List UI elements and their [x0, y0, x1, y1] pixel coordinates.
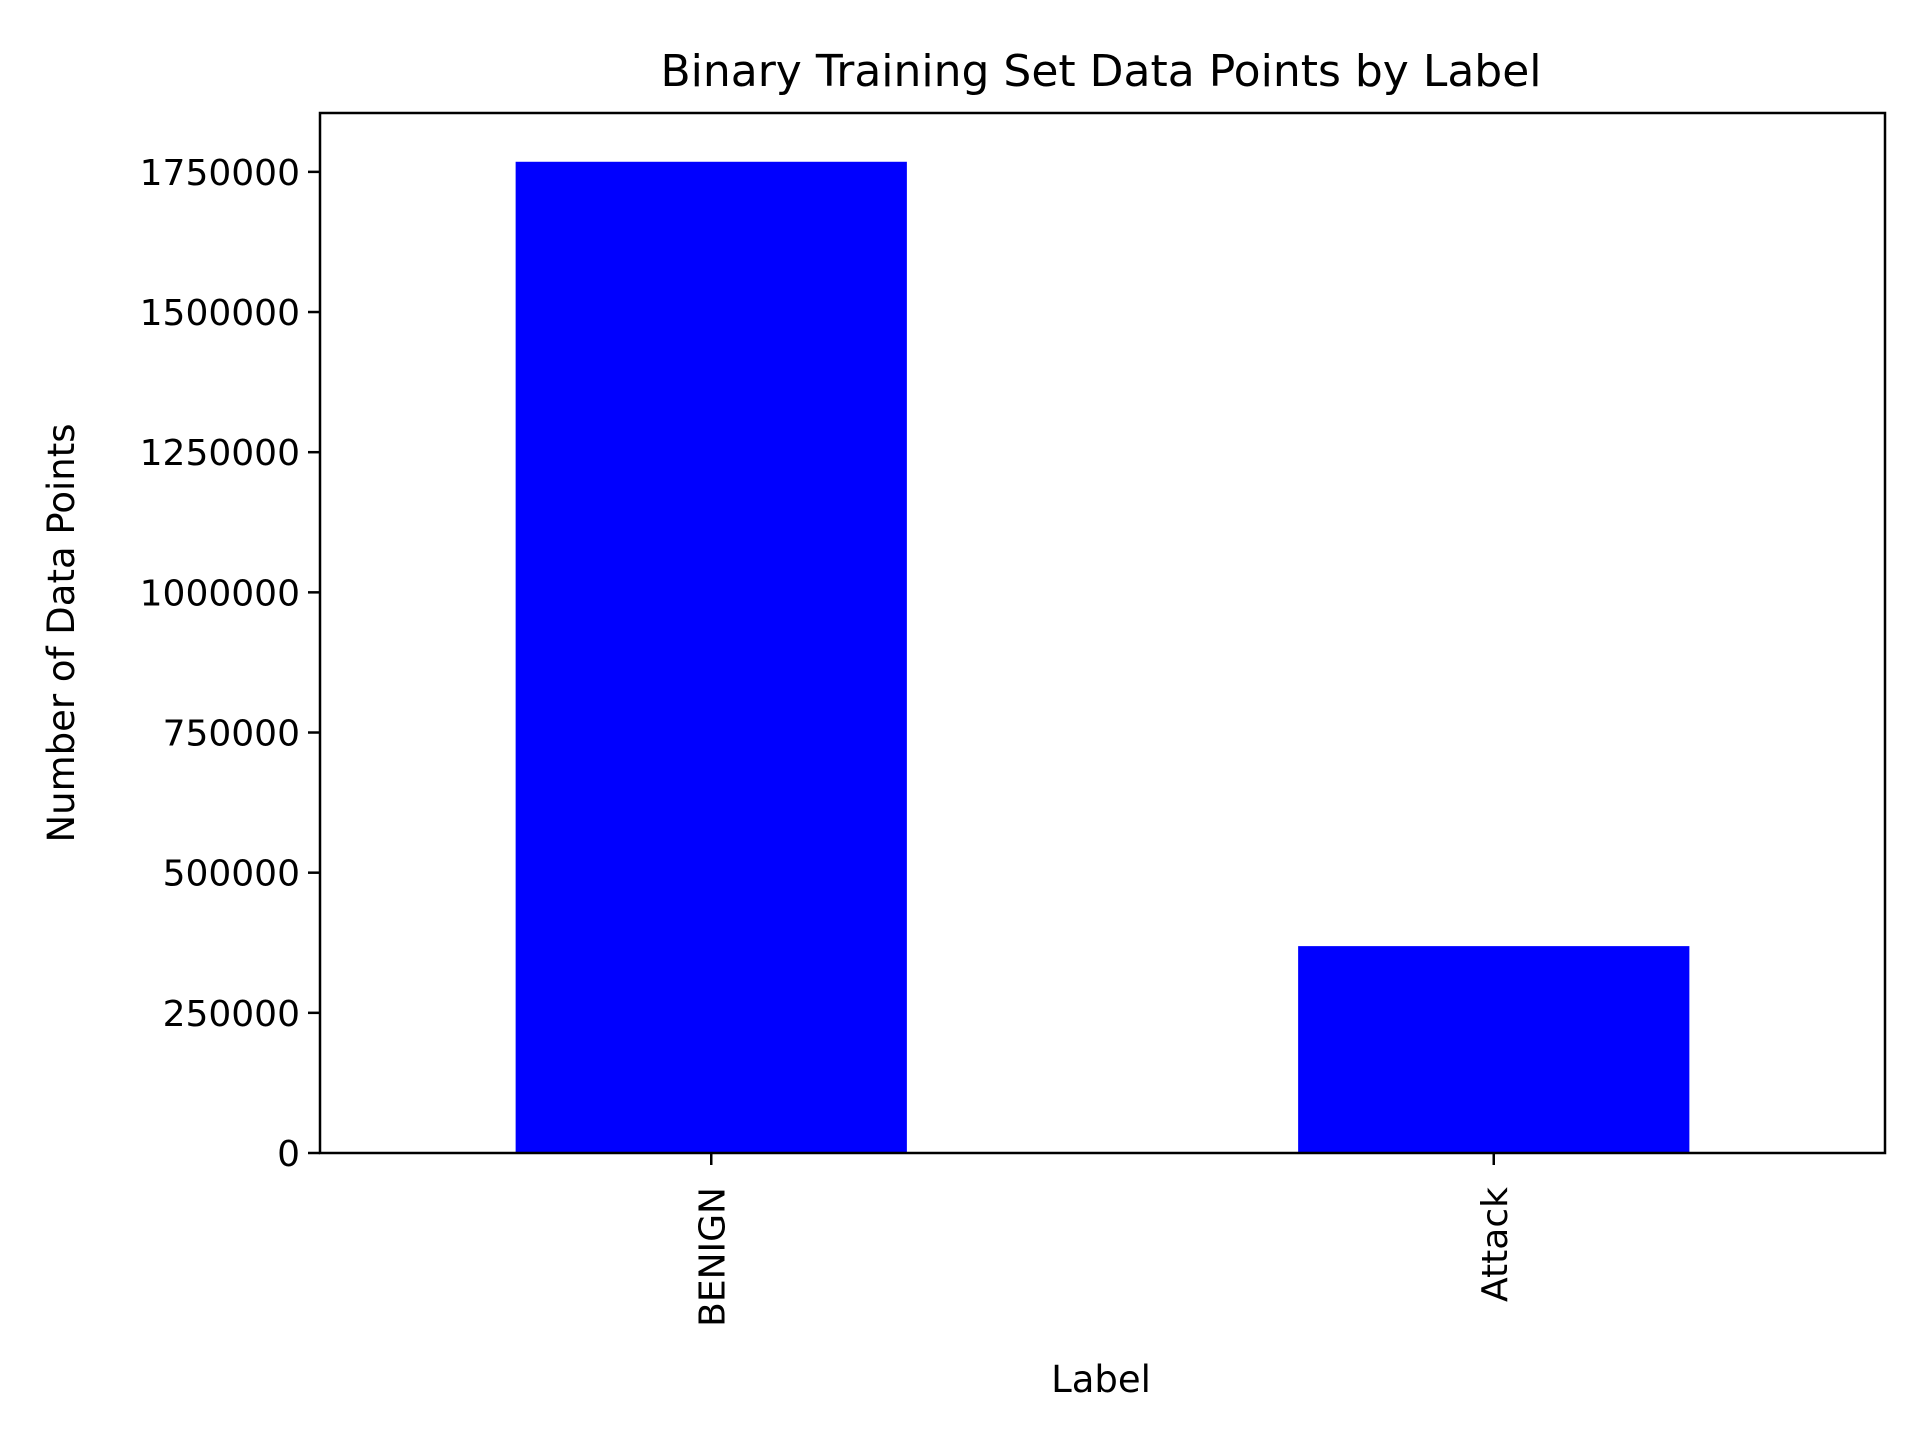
y-tick-label: 250000: [163, 994, 300, 1035]
plot-area: [515, 161, 1690, 1153]
bar-benign: [515, 161, 907, 1153]
x-tick-label: BENIGN: [692, 1187, 733, 1327]
x-axis: BENIGN Attack: [692, 1153, 1516, 1327]
y-tick-label: 1250000: [140, 433, 300, 474]
x-tick-label: Attack: [1475, 1187, 1516, 1302]
y-tick-label: 0: [277, 1134, 300, 1175]
y-tick-label: 1000000: [140, 573, 300, 614]
y-tick-label: 1500000: [140, 293, 300, 334]
y-tick-label: 1750000: [140, 153, 300, 194]
y-tick-label: 750000: [163, 714, 300, 755]
x-axis-title: Label: [1051, 1358, 1151, 1401]
y-axis-title: Number of Data Points: [40, 423, 83, 842]
chart-title: Binary Training Set Data Points by Label: [660, 46, 1541, 97]
y-axis: 0 250000 500000 750000 1000000 1250000 1500000…: [140, 153, 320, 1175]
bar-attack: [1298, 946, 1690, 1153]
y-tick-label: 500000: [163, 854, 300, 895]
plot-frame: [318, 111, 1887, 1155]
